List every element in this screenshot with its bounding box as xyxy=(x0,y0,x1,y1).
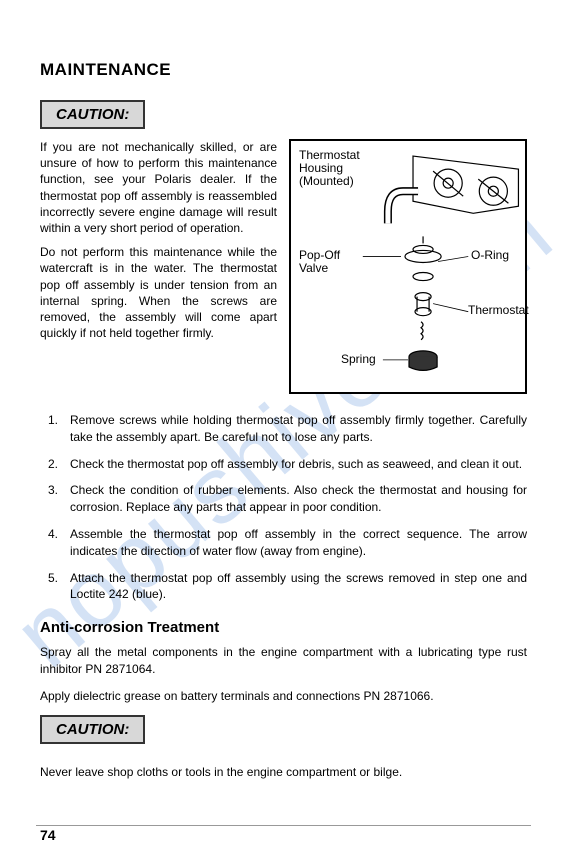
page-title: MAINTENANCE xyxy=(40,60,527,80)
body-paragraph-3: Never leave shop cloths or tools in the … xyxy=(40,764,527,781)
step-item: 2. Check the thermostat pop off assembly… xyxy=(40,456,527,473)
body-paragraph-2: Apply dielectric grease on battery termi… xyxy=(40,688,527,705)
step-number: 5. xyxy=(40,570,70,604)
page-content: MAINTENANCE CAUTION: If you are not mech… xyxy=(0,0,567,868)
caution-box-2: CAUTION: xyxy=(40,715,145,744)
body-paragraph-1: Spray all the metal components in the en… xyxy=(40,644,527,678)
diagram-label-housing: Thermostat Housing (Mounted) xyxy=(299,149,374,189)
thermostat-diagram: Thermostat Housing (Mounted) Pop-Off Val… xyxy=(289,139,527,394)
warning-paragraph-1: If you are not mechanically skilled, or … xyxy=(40,139,277,236)
anticorrosion-heading: Anti-corrosion Treatment xyxy=(40,619,527,636)
diagram-label-spring: Spring xyxy=(341,353,376,366)
step-number: 4. xyxy=(40,526,70,560)
steps-list: 1. Remove screws while holding thermosta… xyxy=(40,412,527,603)
step-item: 1. Remove screws while holding thermosta… xyxy=(40,412,527,446)
page-border-line xyxy=(36,825,531,826)
caution-box-1: CAUTION: xyxy=(40,100,145,129)
step-text: Assemble the thermostat pop off assembly… xyxy=(70,526,527,560)
warning-paragraph-2: Do not perform this maintenance while th… xyxy=(40,244,277,341)
step-text: Attach the thermostat pop off assembly u… xyxy=(70,570,527,604)
step-text: Remove screws while holding thermostat p… xyxy=(70,412,527,446)
step-number: 3. xyxy=(40,482,70,516)
warning-text-column: If you are not mechanically skilled, or … xyxy=(40,139,277,394)
step-text: Check the thermostat pop off assembly fo… xyxy=(70,456,527,473)
diagram-label-popoff: Pop-Off Valve xyxy=(299,249,354,275)
step-item: 4. Assemble the thermostat pop off assem… xyxy=(40,526,527,560)
step-number: 2. xyxy=(40,456,70,473)
step-item: 5. Attach the thermostat pop off assembl… xyxy=(40,570,527,604)
step-item: 3. Check the condition of rubber element… xyxy=(40,482,527,516)
step-text: Check the condition of rubber elements. … xyxy=(70,482,527,516)
step-number: 1. xyxy=(40,412,70,446)
diagram-label-oring: O-Ring xyxy=(471,249,509,262)
page-number: 74 xyxy=(40,827,56,843)
content-row: If you are not mechanically skilled, or … xyxy=(40,139,527,394)
diagram-label-thermostat: Thermostat xyxy=(468,304,529,317)
